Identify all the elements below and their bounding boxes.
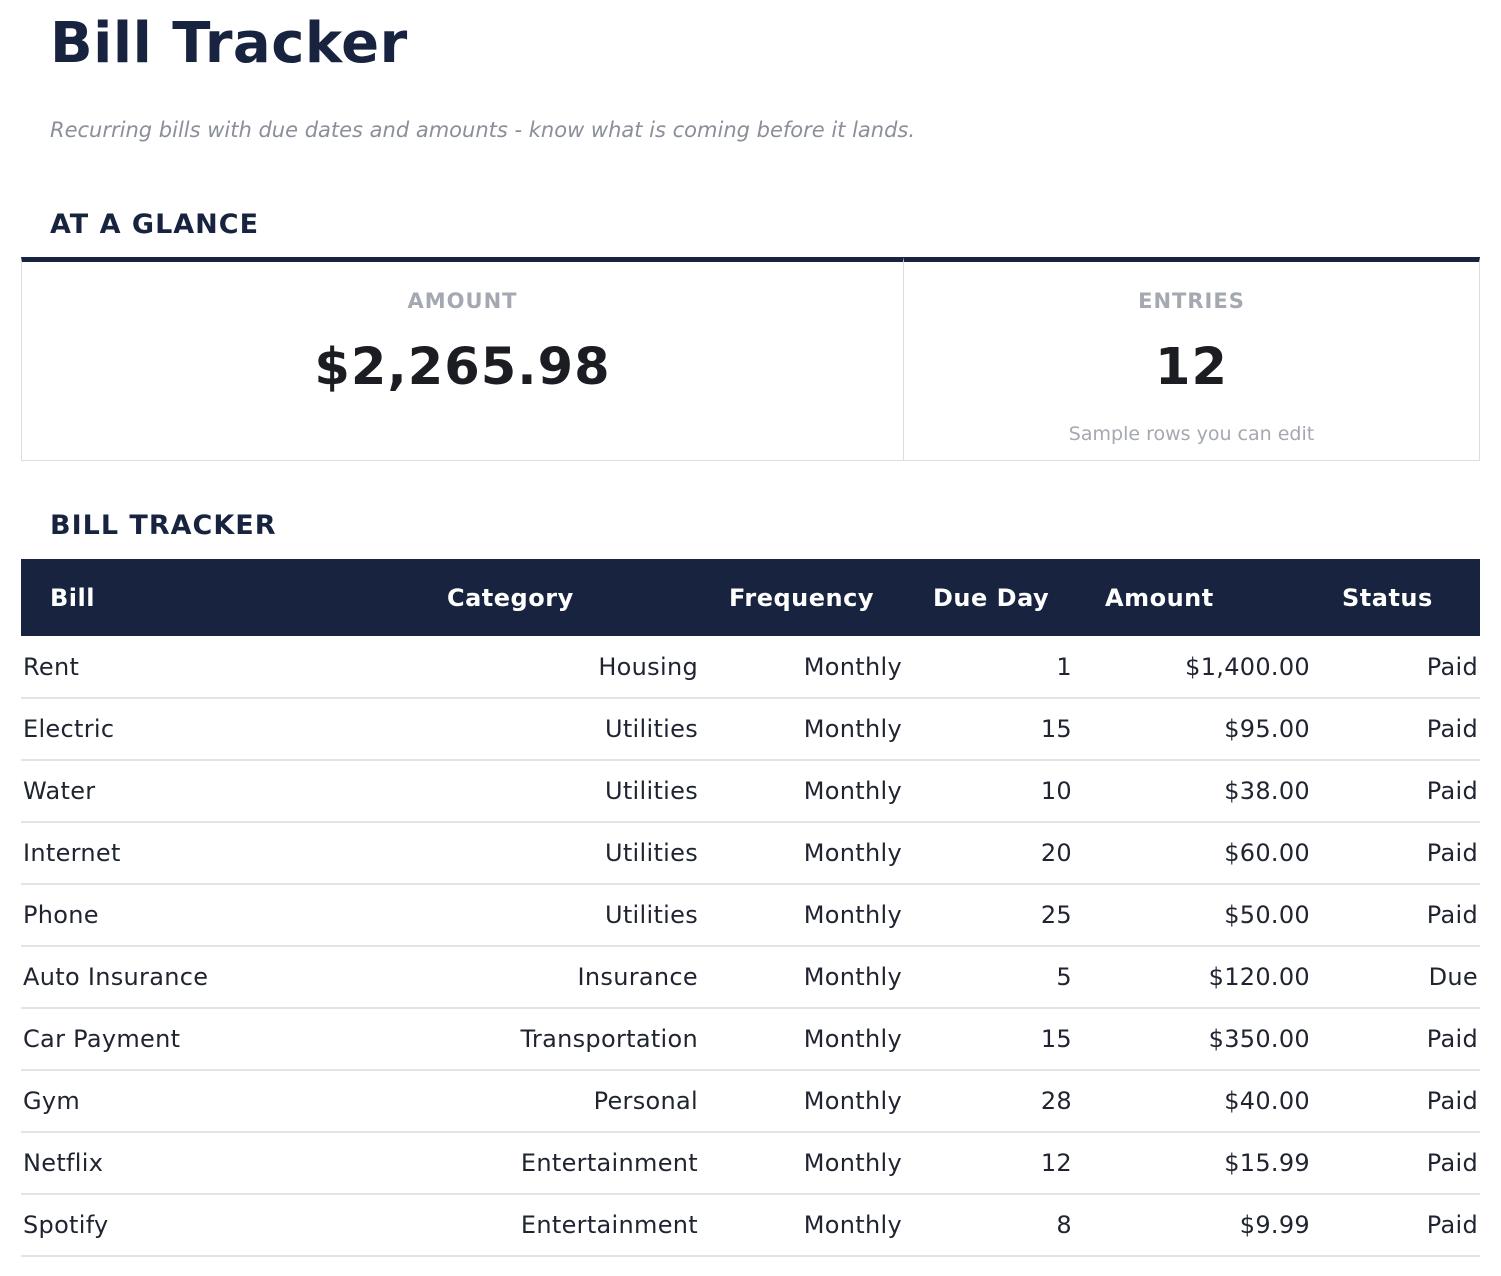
at-a-glance-heading: AT A GLANCE (50, 209, 260, 240)
table-header-row: Bill Category Frequency Due Day Amount S… (21, 559, 1480, 636)
page-title: Bill Tracker (50, 11, 408, 76)
cell-category: Utilities (424, 884, 700, 947)
cell-frequency: Monthly (700, 946, 904, 1009)
cell-due-day: 20 (904, 822, 1074, 885)
amount-label: AMOUNT (407, 289, 518, 313)
table-row[interactable]: Water Utilities Monthly 10 $38.00 Paid (21, 760, 1480, 823)
cell-due-day: 12 (904, 1132, 1074, 1195)
table-row[interactable]: Phone Utilities Monthly 25 $50.00 Paid (21, 884, 1480, 947)
entries-label: ENTRIES (1138, 289, 1245, 313)
cell-category: Entertainment (424, 1194, 700, 1257)
cell-due-day: 1 (904, 636, 1074, 699)
cell-frequency: Monthly (700, 636, 904, 699)
cell-amount: $120.00 (1074, 946, 1312, 1009)
cell-due-day: 25 (904, 884, 1074, 947)
cell-status: Paid (1312, 822, 1480, 885)
cell-category: Housing (424, 636, 700, 699)
cell-frequency: Monthly (700, 1132, 904, 1195)
cell-amount: $50.00 (1074, 884, 1312, 947)
column-header-bill[interactable]: Bill (50, 583, 95, 612)
entries-card: ENTRIES 12 Sample rows you can edit (904, 257, 1480, 461)
cell-amount: $38.00 (1074, 760, 1312, 823)
cell-bill: Phone (21, 884, 424, 947)
amount-card: AMOUNT $2,265.98 (21, 257, 904, 461)
cell-category: Insurance (424, 946, 700, 1009)
bill-tracker-heading: BILL TRACKER (50, 510, 277, 541)
cell-due-day: 10 (904, 760, 1074, 823)
cell-bill: Rent (21, 636, 424, 699)
page-subtitle: Recurring bills with due dates and amoun… (50, 118, 916, 142)
cell-status: Paid (1312, 1194, 1480, 1257)
cell-frequency: Monthly (700, 760, 904, 823)
cell-due-day: 5 (904, 946, 1074, 1009)
cell-due-day: 8 (904, 1194, 1074, 1257)
cell-frequency: Monthly (700, 698, 904, 761)
table-row[interactable]: Gym Personal Monthly 28 $40.00 Paid (21, 1070, 1480, 1133)
column-header-frequency[interactable]: Frequency (729, 583, 874, 612)
entries-value: 12 (1155, 338, 1228, 397)
cell-amount: $350.00 (1074, 1008, 1312, 1071)
cell-amount: $95.00 (1074, 698, 1312, 761)
cell-frequency: Monthly (700, 1194, 904, 1257)
cell-frequency: Monthly (700, 884, 904, 947)
table-row[interactable]: Electric Utilities Monthly 15 $95.00 Pai… (21, 698, 1480, 761)
table-row[interactable]: Netflix Entertainment Monthly 12 $15.99 … (21, 1132, 1480, 1195)
cell-status: Paid (1312, 1132, 1480, 1195)
cell-amount: $40.00 (1074, 1070, 1312, 1133)
cell-amount: $60.00 (1074, 822, 1312, 885)
cell-status: Paid (1312, 884, 1480, 947)
table-row[interactable]: Internet Utilities Monthly 20 $60.00 Pai… (21, 822, 1480, 885)
cell-bill: Water (21, 760, 424, 823)
cell-amount: $9.99 (1074, 1194, 1312, 1257)
summary-cards: AMOUNT $2,265.98 ENTRIES 12 Sample rows … (21, 257, 1480, 461)
cell-bill: Spotify (21, 1194, 424, 1257)
cell-due-day: 15 (904, 698, 1074, 761)
cell-category: Utilities (424, 760, 700, 823)
cell-status: Paid (1312, 698, 1480, 761)
table-row[interactable]: Car Payment Transportation Monthly 15 $3… (21, 1008, 1480, 1071)
cell-amount: $15.99 (1074, 1132, 1312, 1195)
column-header-category[interactable]: Category (447, 583, 574, 612)
cell-bill: Car Payment (21, 1008, 424, 1071)
cell-bill: Auto Insurance (21, 946, 424, 1009)
bill-table: Bill Category Frequency Due Day Amount S… (21, 559, 1480, 1257)
cell-bill: Netflix (21, 1132, 424, 1195)
cell-frequency: Monthly (700, 822, 904, 885)
column-header-status[interactable]: Status (1342, 583, 1433, 612)
cell-due-day: 28 (904, 1070, 1074, 1133)
column-header-due-day[interactable]: Due Day (933, 583, 1050, 612)
cell-frequency: Monthly (700, 1070, 904, 1133)
cell-status: Paid (1312, 760, 1480, 823)
cell-status: Due (1312, 946, 1480, 1009)
cell-due-day: 15 (904, 1008, 1074, 1071)
cell-category: Personal (424, 1070, 700, 1133)
cell-category: Utilities (424, 698, 700, 761)
table-row[interactable]: Spotify Entertainment Monthly 8 $9.99 Pa… (21, 1194, 1480, 1257)
cell-bill: Electric (21, 698, 424, 761)
cell-category: Utilities (424, 822, 700, 885)
cell-status: Paid (1312, 1070, 1480, 1133)
cell-frequency: Monthly (700, 1008, 904, 1071)
column-header-amount[interactable]: Amount (1105, 583, 1214, 612)
cell-amount: $1,400.00 (1074, 636, 1312, 699)
cell-status: Paid (1312, 1008, 1480, 1071)
cell-status: Paid (1312, 636, 1480, 699)
cell-category: Entertainment (424, 1132, 700, 1195)
amount-value: $2,265.98 (314, 338, 611, 397)
cell-category: Transportation (424, 1008, 700, 1071)
entries-note: Sample rows you can edit (1068, 423, 1315, 445)
cell-bill: Gym (21, 1070, 424, 1133)
table-row[interactable]: Rent Housing Monthly 1 $1,400.00 Paid (21, 636, 1480, 699)
table-row[interactable]: Auto Insurance Insurance Monthly 5 $120.… (21, 946, 1480, 1009)
cell-bill: Internet (21, 822, 424, 885)
